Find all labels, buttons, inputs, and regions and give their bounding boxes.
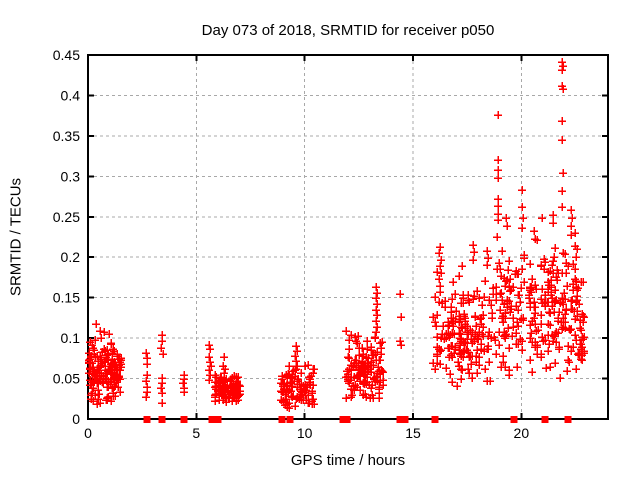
- y-tick-label: 0.2: [61, 249, 81, 265]
- x-axis-label: GPS time / hours: [290, 452, 406, 469]
- x-tick-label: 0: [84, 425, 92, 441]
- chart-title: Day 073 of 2018, SRMTID for receiver p05…: [201, 22, 495, 39]
- y-tick-label: 0.15: [53, 290, 80, 306]
- zero-markers: [143, 416, 572, 423]
- y-tick-label: 0.1: [61, 330, 81, 346]
- y-tick-label: 0.4: [61, 87, 81, 103]
- scatter-points: [85, 58, 588, 412]
- x-tick-label: 15: [405, 425, 421, 441]
- y-tick-label: 0.45: [53, 47, 80, 63]
- y-tick-label: 0.05: [53, 371, 80, 387]
- y-axis-label: SRMTID / TECUs: [7, 177, 25, 297]
- x-tick-label: 10: [297, 425, 313, 441]
- y-tick-label: 0: [72, 411, 80, 427]
- x-tick-label: 20: [514, 425, 530, 441]
- x-tick-label: 5: [192, 425, 200, 441]
- y-tick-label: 0.3: [61, 168, 81, 184]
- y-tick-label: 0.35: [53, 128, 80, 144]
- tick-labels: 0 5 10 15 20 0 0.05 0.1 0.15 0.2 0.25 0.3 0.35 0.4 0.4…: [53, 47, 530, 441]
- y-tick-label: 0.25: [53, 209, 80, 225]
